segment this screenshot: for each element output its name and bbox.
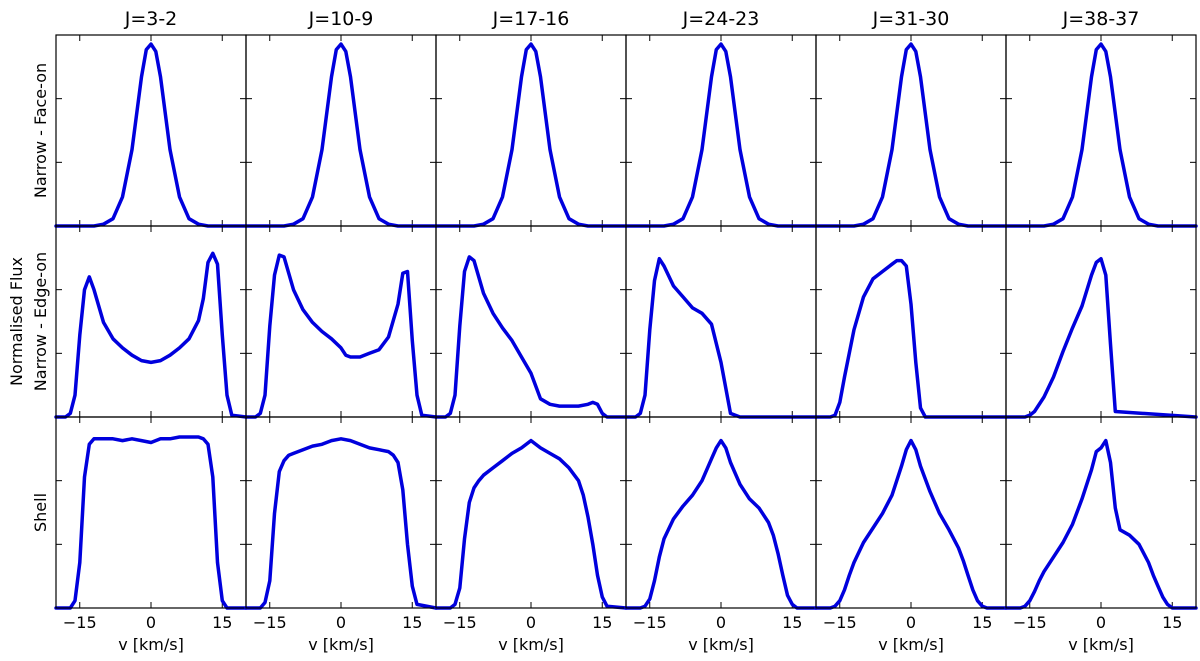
series-line-2-0 [54, 435, 248, 610]
series-line-1-4 [814, 258, 1008, 419]
panel-frame [625, 34, 817, 227]
column-title: J=31-30 [872, 8, 950, 30]
column-title: J=17-16 [492, 8, 570, 30]
series-line-0-5 [1004, 42, 1198, 228]
series-line-0-0 [54, 42, 248, 228]
panel-frame [245, 225, 437, 418]
column-title: J=24-23 [682, 8, 760, 30]
x-tick-label: 15 [1162, 613, 1182, 632]
column-title: J=10-9 [308, 8, 374, 30]
x-tick-label: −15 [633, 613, 667, 632]
x-tick-label: 0 [526, 613, 536, 632]
x-tick-label: 0 [336, 613, 346, 632]
series-line-1-5 [1004, 256, 1198, 419]
column-title: J=38-37 [1062, 8, 1140, 30]
x-tick-label: 15 [972, 613, 992, 632]
panel-frame [815, 416, 1007, 609]
panel-frame [625, 225, 817, 418]
row-label: Narrow - Edge-on [31, 252, 50, 391]
panel-frame [1005, 34, 1197, 227]
x-tick-label: −15 [823, 613, 857, 632]
x-axis-label: v [km/s] [688, 635, 754, 654]
x-tick-label: 0 [146, 613, 156, 632]
panel-frame [1005, 225, 1197, 418]
series-line-1-3 [624, 256, 818, 419]
x-tick-label: −15 [253, 613, 287, 632]
x-axis-label: v [km/s] [308, 635, 374, 654]
x-axis-label: v [km/s] [878, 635, 944, 654]
x-axis-label: v [km/s] [1068, 635, 1134, 654]
x-tick-label: −15 [443, 613, 477, 632]
x-tick-label: 0 [1096, 613, 1106, 632]
series-line-2-2 [434, 438, 628, 610]
series-line-2-5 [1004, 438, 1198, 610]
panel-frame [55, 34, 247, 227]
panel-frame [55, 225, 247, 418]
x-axis-label: v [km/s] [118, 635, 184, 654]
panel-frame [435, 34, 627, 227]
x-tick-label: 0 [716, 613, 726, 632]
x-tick-label: 15 [782, 613, 802, 632]
panel-frame [245, 34, 437, 227]
x-tick-label: 0 [906, 613, 916, 632]
series-line-2-1 [244, 437, 438, 610]
series-line-0-2 [434, 42, 628, 228]
series-line-0-4 [814, 42, 1008, 228]
row-label: Narrow - Face-on [31, 63, 50, 198]
panel-frame [435, 225, 627, 418]
x-tick-label: −15 [1013, 613, 1047, 632]
x-tick-label: 15 [592, 613, 612, 632]
panel-frame [815, 34, 1007, 227]
x-axis-label: v [km/s] [498, 635, 564, 654]
series-line-1-1 [244, 253, 438, 419]
panel-frame [55, 416, 247, 609]
panel-frame [1005, 416, 1197, 609]
series-line-1-2 [434, 255, 628, 419]
x-tick-label: −15 [63, 613, 97, 632]
series-line-2-4 [814, 438, 1008, 610]
column-title: J=3-2 [124, 8, 178, 30]
series-line-1-0 [54, 251, 248, 419]
series-line-2-3 [624, 438, 818, 610]
series-line-0-1 [244, 42, 438, 228]
x-tick-label: 15 [402, 613, 422, 632]
y-axis-label: Normalised Flux [7, 257, 26, 386]
x-tick-label: 15 [212, 613, 232, 632]
row-label: Shell [31, 493, 50, 532]
series-line-0-3 [624, 42, 818, 228]
